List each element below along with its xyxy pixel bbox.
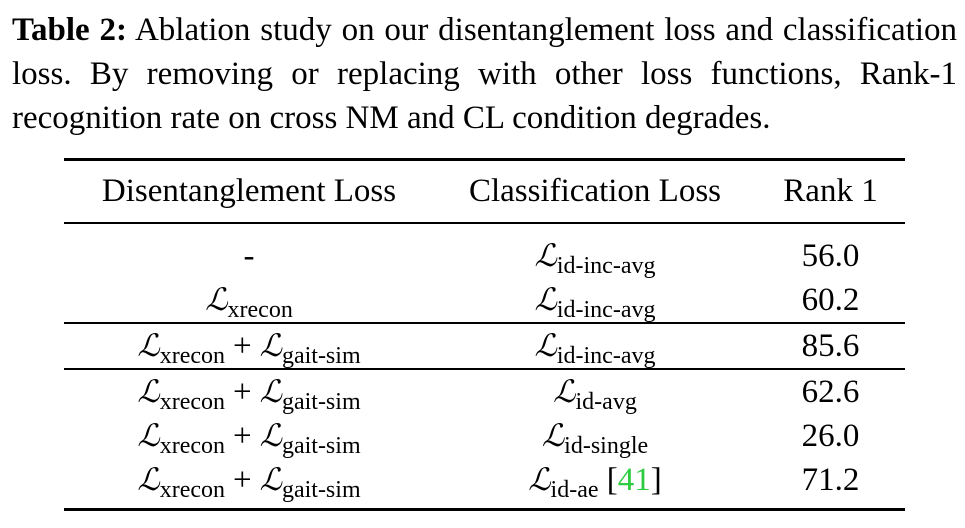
rank1-cell: 62.6 <box>801 374 860 410</box>
disentanglement-cell: - <box>243 238 255 274</box>
classification-cell: ℒid-avg <box>553 374 637 415</box>
disentanglement-cell: ℒxrecon + ℒgait-sim <box>137 374 361 415</box>
table-row: ℒxrecon + ℒgait-sim ℒid-avg 62.6 <box>64 369 905 414</box>
disentanglement-cell: ℒxrecon + ℒgait-sim <box>137 328 361 369</box>
rank1-cell: 56.0 <box>801 238 860 274</box>
caption-label: Table 2: <box>12 12 127 48</box>
table-row: ℒxrecon + ℒgait-sim ℒid-ae [41] 71.2 <box>64 458 905 510</box>
header-disentanglement-loss: Disentanglement Loss <box>101 173 397 209</box>
rank1-cell: 71.2 <box>801 462 860 498</box>
classification-cell: ℒid-inc-avg <box>534 282 656 323</box>
table-row: ℒxrecon ℒid-inc-avg 60.2 <box>64 278 905 323</box>
ablation-table: Disentanglement Loss Classification Loss… <box>64 158 905 511</box>
table-header-row: Disentanglement Loss Classification Loss… <box>64 159 905 223</box>
disentanglement-cell: ℒxrecon + ℒgait-sim <box>137 418 361 459</box>
disentanglement-cell: ℒxrecon <box>205 282 293 323</box>
rank1-cell: 85.6 <box>801 328 860 364</box>
caption-text: Ablation study on our disentanglement lo… <box>12 12 957 136</box>
classification-cell: ℒid-inc-avg <box>534 238 656 279</box>
citation-link[interactable]: 41 <box>617 462 651 498</box>
classification-cell: ℒid-single <box>541 418 649 459</box>
classification-cell: ℒid-ae [41] <box>528 462 662 503</box>
classification-cell: ℒid-inc-avg <box>534 328 656 369</box>
rank1-cell: 26.0 <box>801 418 860 454</box>
disentanglement-cell: ℒxrecon + ℒgait-sim <box>137 462 361 503</box>
header-rank-1: Rank 1 <box>783 173 878 209</box>
table-row: ℒxrecon + ℒgait-sim ℒid-single 26.0 <box>64 414 905 458</box>
table-row: ℒxrecon + ℒgait-sim ℒid-inc-avg 85.6 <box>64 323 905 369</box>
header-classification-loss: Classification Loss <box>468 173 722 209</box>
table-caption: Table 2: Ablation study on our disentang… <box>12 8 957 140</box>
table-row: - ℒid-inc-avg 56.0 <box>64 223 905 278</box>
rank1-cell: 60.2 <box>801 282 860 318</box>
